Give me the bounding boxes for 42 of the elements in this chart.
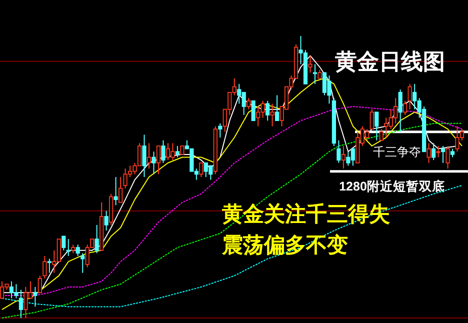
candlestick: [440, 145, 446, 164]
candlestick: [142, 134, 146, 178]
candlestick: [246, 98, 251, 110]
candlestick: [308, 55, 312, 74]
candlestick: [408, 83, 412, 110]
candlestick: [76, 244, 80, 256]
candlestick: [341, 145, 346, 170]
candlestick: [436, 145, 440, 158]
candlestick: [266, 100, 270, 122]
candlestick: [270, 103, 274, 127]
candlestick: [175, 145, 180, 158]
candlestick: [403, 100, 408, 116]
candlestick: [336, 140, 341, 164]
candlestick: [104, 210, 108, 232]
candlestick: [431, 142, 436, 161]
ref-line-label: 千三争夺: [373, 144, 421, 159]
candlestick: [33, 286, 38, 308]
candlestick: [38, 275, 42, 294]
candlestick: [146, 142, 152, 170]
candlestick: [446, 145, 450, 170]
ref-line-label: 1280附近短暂双底: [339, 178, 445, 194]
candlestick: [379, 128, 384, 141]
annotation: 黄金关注千三得失: [221, 202, 390, 226]
candlestick: [114, 176, 118, 206]
candlestick: [370, 108, 374, 130]
candlestick: [199, 162, 204, 178]
candlestick: [118, 176, 123, 203]
text: 黄金日线图: [334, 49, 445, 74]
candlestick: [398, 89, 402, 132]
candlestick: [152, 151, 156, 175]
candlestick: [374, 112, 379, 141]
candlestick: [218, 122, 222, 138]
candlestick: [275, 94, 280, 122]
candlestick: [18, 289, 24, 318]
candlestick: [251, 100, 256, 122]
candlestick: [94, 224, 99, 254]
candlestick: [426, 142, 431, 164]
candlestick: [80, 252, 85, 274]
candlestick: [62, 236, 66, 251]
annotation: 震荡偏多不变: [221, 233, 348, 257]
candlestick: [161, 140, 166, 164]
candlestick: [156, 145, 161, 175]
